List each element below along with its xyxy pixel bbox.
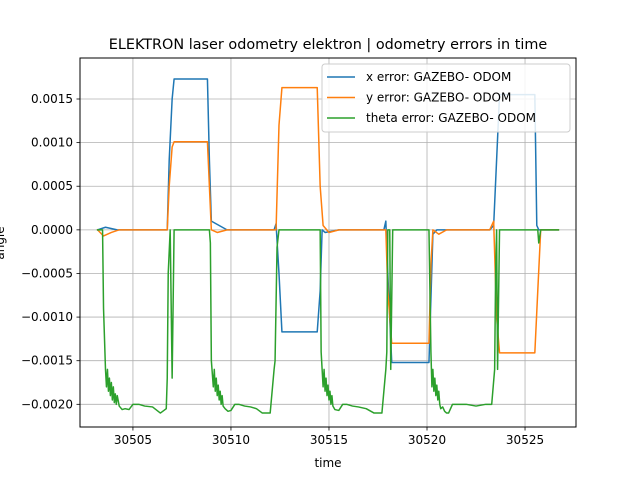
x-tick-label: 30505 (114, 433, 152, 447)
legend-label-2: y error: GAZEBO- ODOM (366, 91, 511, 105)
plot-frame (79, 57, 577, 428)
y-tick-label: −0.0015 (21, 354, 73, 368)
y-axis-label: angle (0, 226, 7, 259)
y-tick-label: −0.0005 (21, 266, 73, 280)
x-axis-label: time (314, 456, 341, 470)
y-tick-label: −0.0020 (21, 397, 73, 411)
y-tick-label: 0.0010 (31, 136, 73, 150)
y-tick-label: 0.0015 (31, 92, 73, 106)
x-tick-label: 30515 (310, 433, 348, 447)
legend-label-1: x error: GAZEBO- ODOM (366, 70, 511, 84)
plot-lines (96, 78, 560, 414)
x-tick-label: 30510 (212, 433, 250, 447)
chart-title: ELEKTRON laser odometry elektron | odome… (109, 37, 548, 53)
x-tick-label: 30525 (506, 433, 544, 447)
y-tick-label: −0.0010 (21, 310, 73, 324)
x-axis-ticks: 30505 30510 30515 30520 30525 (114, 427, 544, 447)
legend-box (321, 63, 571, 133)
y-axis-ticks: −0.0020 −0.0015 −0.0010 −0.0005 0.0000 0.0005… (21, 92, 80, 411)
series-line-3 (96, 229, 560, 414)
y-tick-label: 0.0000 (31, 223, 73, 237)
y-tick-label: 0.0005 (31, 179, 73, 193)
legend: x error: GAZEBO- ODOM y error: GAZEBO- OD… (321, 63, 571, 133)
x-tick-label: 30520 (408, 433, 446, 447)
series-line-2 (96, 86, 560, 354)
legend-label-3: theta error: GAZEBO- ODOM (366, 111, 536, 125)
